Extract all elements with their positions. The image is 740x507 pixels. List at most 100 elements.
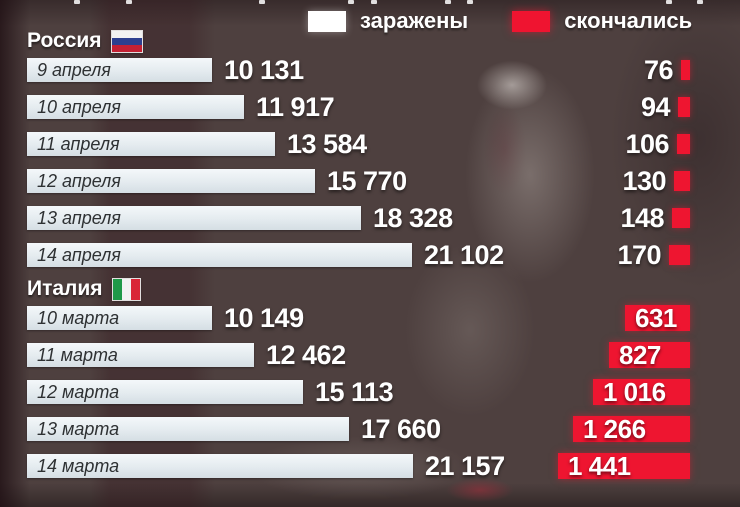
- italy-flag-icon: [112, 278, 140, 300]
- infected-count: 21 157: [425, 451, 505, 481]
- date-label: 13 апреля: [37, 207, 121, 228]
- deaths-count: 631: [635, 303, 677, 333]
- cropped-title-remnant: [467, 0, 473, 4]
- deaths-count: 106: [625, 129, 669, 159]
- infected-bar: 13 апреля: [27, 206, 361, 230]
- deaths-group: 1 441: [558, 453, 690, 479]
- chart-row: 9 апреля 10 131 76: [27, 55, 740, 85]
- country-header-russia: Россия: [27, 28, 740, 54]
- deaths-count: 1 266: [583, 414, 646, 444]
- deaths-group: 148: [620, 203, 690, 233]
- russia-rows: 9 апреля 10 131 76 10 апреля 11 917 94 11 апре…: [27, 55, 740, 270]
- infected-count: 15 113: [315, 377, 394, 407]
- date-label: 10 апреля: [37, 96, 121, 117]
- deaths-count: 148: [620, 203, 664, 233]
- deaths-group: 1 016: [593, 379, 690, 405]
- deaths-bar: 827: [609, 342, 690, 368]
- chart-row: 11 апреля 13 584 106: [27, 129, 740, 159]
- chart-row: 13 апреля 18 328 148: [27, 203, 740, 233]
- cropped-title-remnant: [697, 0, 703, 4]
- deaths-group: 106: [625, 129, 690, 159]
- deaths-count: 76: [643, 55, 674, 85]
- date-label: 11 апреля: [37, 133, 120, 154]
- chart-row: 10 апреля 11 917 94: [27, 92, 740, 122]
- deaths-bar: 631: [625, 305, 690, 331]
- deaths-bar: 1 441: [558, 453, 690, 479]
- infected-bar: 9 апреля: [27, 58, 212, 82]
- deaths-bar: 1 016: [593, 379, 690, 405]
- infected-bar: 12 марта: [27, 380, 303, 404]
- chart-row: 13 марта 17 660 1 266: [27, 414, 740, 444]
- chart-row: 14 апреля 21 102 170: [27, 240, 740, 270]
- deaths-group: 1 266: [573, 416, 690, 442]
- legend-deaths-label: скончались: [564, 8, 693, 33]
- cropped-title-remnant: [126, 0, 132, 4]
- date-label: 13 марта: [37, 418, 120, 439]
- deaths-count: 130: [622, 166, 666, 196]
- date-label: 14 марта: [37, 455, 120, 476]
- infected-bar: 14 апреля: [27, 243, 412, 267]
- section-italy: Италия 10 марта 10 149 631 11 марта 12 462 82…: [27, 276, 740, 491]
- chart-row: 11 марта 12 462 827: [27, 340, 740, 370]
- infected-count: 10 149: [224, 303, 304, 333]
- date-label: 11 марта: [37, 344, 118, 365]
- section-russia: Россия 9 апреля 10 131 76 10 апреля 11 917 94…: [27, 28, 740, 280]
- date-label: 10 марта: [37, 307, 120, 328]
- infected-bar: 12 апреля: [27, 169, 315, 193]
- date-label: 12 марта: [37, 381, 120, 402]
- cropped-title-remnant: [74, 0, 80, 4]
- infected-bar: 11 марта: [27, 343, 254, 367]
- deaths-group: 130: [622, 166, 690, 196]
- infected-count: 11 917: [256, 92, 335, 122]
- deaths-bar: [669, 245, 690, 265]
- deaths-bar: 1 266: [573, 416, 690, 442]
- infected-count: 21 102: [424, 240, 504, 270]
- cropped-title-remnant: [666, 0, 672, 4]
- chart-row: 10 марта 10 149 631: [27, 303, 740, 333]
- deaths-count: 1 016: [603, 377, 666, 407]
- deaths-bar: [677, 134, 690, 154]
- infected-count: 12 462: [266, 340, 346, 370]
- deaths-group: 76: [643, 55, 690, 85]
- infected-count: 10 131: [224, 55, 304, 85]
- date-label: 12 апреля: [37, 170, 121, 191]
- infected-swatch-icon: [308, 10, 346, 32]
- infected-count: 17 660: [361, 414, 441, 444]
- cropped-title-remnant: [348, 0, 354, 4]
- deaths-group: 631: [625, 305, 690, 331]
- deaths-count: 1 441: [568, 451, 631, 481]
- deaths-bar: [681, 60, 690, 80]
- deaths-bar: [674, 171, 690, 191]
- country-label-italy: Италия: [27, 277, 103, 300]
- deaths-group: 94: [640, 92, 690, 122]
- deaths-count: 94: [640, 92, 671, 122]
- infected-bar: 11 апреля: [27, 132, 275, 156]
- infected-count: 15 770: [327, 166, 407, 196]
- date-label: 9 апреля: [37, 59, 111, 80]
- infected-count: 18 328: [373, 203, 453, 233]
- country-label-russia: Россия: [27, 29, 102, 52]
- country-header-italy: Италия: [27, 276, 740, 302]
- deaths-bar: [672, 208, 690, 228]
- infected-bar: 10 марта: [27, 306, 212, 330]
- infected-bar: 14 марта: [27, 454, 413, 478]
- date-label: 14 апреля: [37, 244, 121, 265]
- italy-rows: 10 марта 10 149 631 11 марта 12 462 827 12 мар…: [27, 303, 740, 481]
- deaths-group: 827: [609, 342, 690, 368]
- infected-bar: 10 апреля: [27, 95, 244, 119]
- cropped-title-remnant: [445, 0, 451, 4]
- deaths-swatch-icon: [512, 10, 551, 32]
- russia-flag-icon: [111, 30, 142, 52]
- deaths-group: 170: [617, 240, 690, 270]
- deaths-count: 170: [617, 240, 661, 270]
- chart-row: 14 марта 21 157 1 441: [27, 451, 740, 481]
- deaths-bar: [678, 97, 690, 117]
- chart-row: 12 марта 15 113 1 016: [27, 377, 740, 407]
- chart-row: 12 апреля 15 770 130: [27, 166, 740, 196]
- infected-count: 13 584: [287, 129, 367, 159]
- deaths-count: 827: [619, 340, 661, 370]
- cropped-title-remnant: [371, 0, 377, 4]
- legend: заражены скончались: [308, 8, 692, 34]
- cropped-title-remnant: [259, 0, 265, 4]
